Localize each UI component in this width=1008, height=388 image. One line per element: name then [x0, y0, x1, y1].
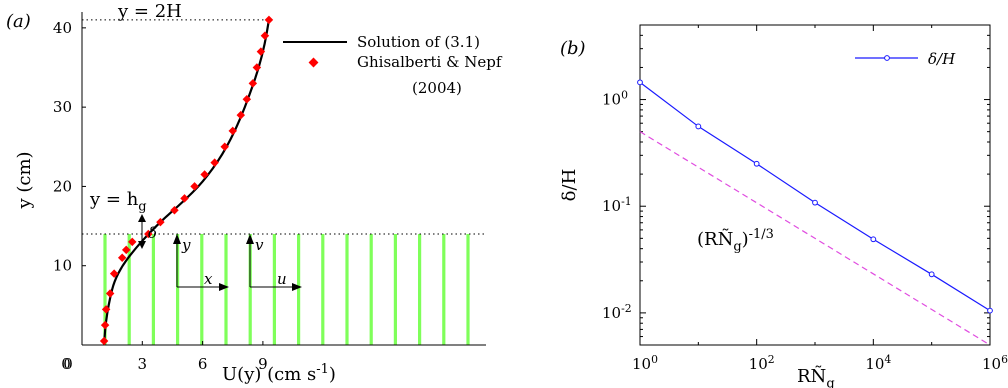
delta-over-h-point [987, 307, 993, 314]
a-y-tick-label: 20 [53, 177, 72, 195]
b-ticks: 100​ 102​ 104​ 106​ 10-2​ 10-1​ 100​ [602, 24, 1008, 373]
delta-over-h-point [753, 160, 760, 167]
delta-over-h-point [695, 123, 702, 130]
a-x-axis-label: U(y) (cm s-1​) [222, 362, 336, 385]
delta-over-h-point [870, 236, 877, 243]
measured-point [180, 194, 189, 203]
b-y-tick-label: 10-2​ [602, 302, 632, 322]
measured-markers-group [99, 15, 274, 346]
legend-measured-swatch [308, 57, 319, 68]
delta-over-h-point [637, 79, 643, 86]
a-legend: Solution of (3.1) Ghisalberti & Nepf (20… [283, 33, 503, 97]
measured-point [248, 79, 258, 88]
delta-label: δ [148, 224, 157, 242]
x-arrowhead [219, 283, 229, 291]
measured-point [109, 269, 119, 278]
legend-measured-label-line2: (2004) [412, 79, 462, 97]
u-arrowhead [292, 283, 302, 291]
a-x-tick-label: 0 [61, 355, 71, 373]
a-y-tick-label: 30 [53, 98, 72, 116]
y-2h-label: y = 2H [117, 1, 182, 22]
x-arrow-label: x [204, 270, 213, 288]
a-x-tick-label: 9 [258, 355, 268, 373]
a-y-tick-label: 40 [53, 19, 72, 37]
slope-label: (RÑg​)-1/3​ [697, 227, 774, 255]
b-plot-frame [639, 24, 991, 346]
legend-delta-marker [884, 55, 890, 61]
legend-solution-label: Solution of (3.1) [357, 33, 480, 51]
measured-point [264, 15, 274, 25]
measured-point [200, 170, 209, 179]
measured-point [128, 237, 137, 247]
delta-over-h-line [639, 81, 991, 312]
measured-point [170, 205, 179, 215]
a-y-tick-label: 10 [53, 257, 72, 275]
measured-point [144, 229, 153, 239]
b-y-tick-label: 100​ [602, 89, 628, 109]
a-x-tick-label: 3 [138, 355, 148, 373]
measured-point [252, 63, 262, 72]
measured-point [242, 94, 252, 104]
v-arrow-label: v [255, 236, 264, 254]
measured-point [228, 126, 237, 136]
scaling-line [639, 131, 991, 346]
u-arrow-label: u [277, 270, 287, 288]
y-arrowhead [173, 234, 181, 244]
b-x-tick-label: 100​ [632, 353, 658, 373]
y-hg-label: y = hg​ [89, 189, 147, 214]
b-x-tick-label: 102​ [749, 353, 775, 373]
vegetation-stems [103, 234, 470, 345]
a-origin-label: 0 [63, 355, 73, 373]
measured-point [256, 47, 266, 56]
b-x-tick-label: 104​ [865, 353, 891, 373]
a-y-axis-label: y (cm) [14, 151, 35, 209]
coordinate-arrows: y x v u [173, 234, 302, 291]
b-x-axis-label: RÑg​ [797, 364, 835, 388]
v-arrowhead [246, 234, 254, 244]
measured-point [220, 142, 229, 152]
measured-point [236, 110, 246, 120]
b-y-axis-label: δ/H [559, 169, 580, 202]
delta-over-h-point [928, 271, 935, 278]
measured-point [99, 336, 109, 346]
panel-a-label: (a) [6, 11, 31, 32]
measured-point [105, 289, 115, 298]
b-series [637, 79, 993, 346]
y-arrow-label: y [181, 236, 191, 254]
legend-measured-label-line1: Ghisalberti & Nepf [357, 53, 503, 71]
measured-point [100, 320, 110, 330]
measured-point [156, 217, 165, 227]
delta-arrowheads [138, 214, 146, 249]
legend-delta-label: δ/H [928, 50, 956, 68]
measured-point [210, 158, 219, 167]
measured-point [190, 182, 199, 191]
b-y-tick-label: 10-1​ [602, 195, 632, 215]
a-x-tick-label: 6 [198, 355, 208, 373]
measured-point [121, 245, 131, 255]
delta-over-h-point [812, 199, 818, 206]
b-x-tick-label: 106​ [982, 353, 1008, 373]
panel-b: (b) 100​ 102​ 104​ 106​ 10-2​ 10-1​ 100​ δ/H (… [559, 24, 1008, 388]
panel-b-label: (b) [560, 38, 586, 59]
measured-point [260, 31, 270, 41]
b-legend: δ/H [855, 50, 956, 68]
measured-point [101, 305, 111, 314]
